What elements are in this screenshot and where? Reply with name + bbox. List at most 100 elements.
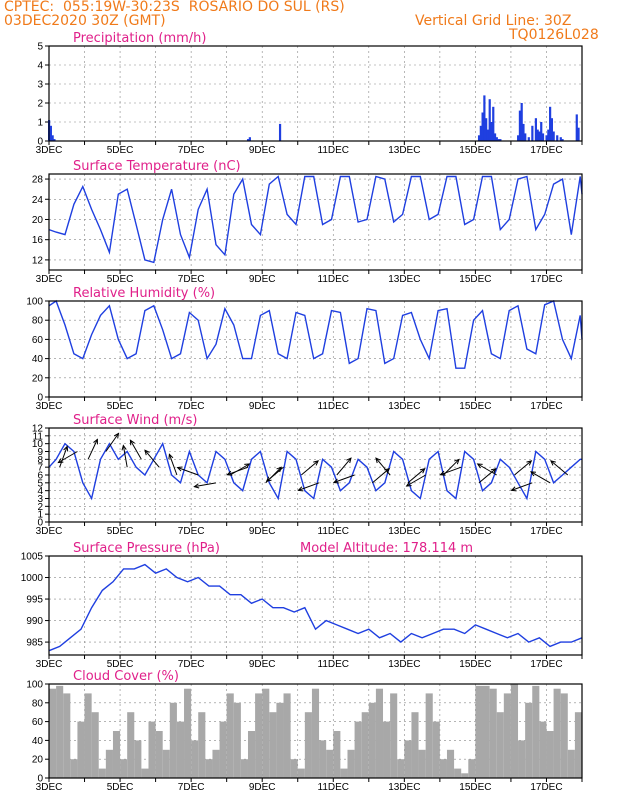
wind-line — [48, 441, 582, 501]
wind-arrow-head — [226, 470, 233, 476]
cloud-area-bar — [311, 688, 320, 778]
cloud-area-bar — [262, 688, 270, 778]
wind-arrow-head — [113, 432, 120, 439]
wind-arrow-head — [375, 457, 381, 464]
cloud-area-bar — [127, 712, 135, 778]
cloud-area-bar — [439, 759, 447, 778]
cloud-area-bar — [148, 721, 156, 778]
precip-ytick-label: 1 — [37, 118, 43, 129]
cloud-area-bar — [191, 740, 199, 778]
cloud-xtick-label: 5DEC — [107, 782, 134, 793]
rh-line — [48, 299, 583, 369]
precip-bar — [246, 139, 250, 141]
temp-ytick-label: 12 — [32, 255, 44, 266]
wind-xtick-label: 9DEC — [249, 526, 276, 537]
precip-bar — [552, 131, 555, 141]
pres-xtick-label: 5DEC — [107, 659, 134, 670]
temp-title: Surface Temperature (nC) — [73, 159, 241, 174]
precip-bar — [541, 133, 545, 141]
wind-frame — [48, 427, 583, 523]
pres-xtick-label: 9DEC — [249, 659, 276, 670]
precip-ytick-label: 0 — [37, 137, 43, 148]
cloud-area-bar — [205, 759, 213, 778]
wind-arrow — [194, 482, 217, 488]
wind-arrow-head — [476, 463, 483, 469]
cloud-area-bar — [198, 712, 206, 778]
precip-xtick-label: 5DEC — [107, 145, 134, 156]
precip-ytick-label: 2 — [37, 99, 43, 110]
cloud-area-bar — [162, 749, 170, 778]
wind-arrow-head — [63, 445, 69, 452]
precip-bar — [522, 123, 525, 141]
wind-xtick-label: 17DEC — [530, 526, 562, 537]
cloud-area-bar — [84, 693, 92, 778]
cloud-xtick-label: 17DEC — [530, 782, 562, 793]
precip-xtick-label: 9DEC — [249, 145, 276, 156]
cloud-area-bar — [411, 712, 419, 778]
precip-bar — [490, 122, 493, 141]
cloud-area-bar — [482, 685, 490, 778]
cloud-area-bar — [475, 685, 483, 778]
cloud-area-bar — [56, 685, 64, 778]
rh-ytick-label: 40 — [32, 354, 44, 365]
cloud-area-bar — [347, 749, 355, 778]
wind-xtick-label: 5DEC — [107, 526, 134, 537]
wind-ytick-label: 12 — [32, 424, 44, 435]
wind-arrow-head — [129, 439, 135, 446]
wind-arrow — [227, 466, 249, 476]
precip-bar — [534, 118, 538, 141]
temp-xtick-label: 17DEC — [530, 274, 562, 285]
wind-ytick-label: 2 — [37, 502, 43, 513]
wind-arrow — [144, 449, 160, 468]
wind-xtick-label: 15DEC — [459, 526, 491, 537]
cloud-area-bar — [397, 759, 405, 778]
cloud-area-bar — [290, 759, 298, 778]
header-date: 03DEC2020 30Z (GMT) — [4, 13, 166, 29]
cloud-area-bar — [546, 731, 554, 778]
cloud-area-bar — [361, 712, 369, 778]
wind-arrow — [59, 446, 68, 468]
cloud-area-bar — [446, 749, 455, 778]
wind-arrow-head — [529, 471, 536, 477]
temp-xtick-label: 15DEC — [459, 274, 491, 285]
rh-xtick-label: 3DEC — [36, 401, 63, 412]
precip-bar — [540, 122, 543, 141]
cloud-area-bar — [176, 721, 185, 778]
pres-ytick-label: 1005 — [21, 552, 44, 563]
cloud-xtick-label: 11DEC — [318, 782, 350, 793]
cloud-area-bar — [390, 693, 398, 778]
wind-arrow — [511, 482, 533, 491]
rh-xtick-label: 5DEC — [107, 401, 134, 412]
wind-arrow-head — [346, 457, 352, 464]
wind-ytick-label: 5 — [37, 478, 43, 489]
precip-panel: 0 1 2 3 4 5 3DEC 5DEC 7DEC 9DEC 11DEC 13DEC 15DEC 17D… — [36, 31, 583, 156]
cloud-ytick-label: 80 — [32, 698, 44, 709]
wind-arrow — [266, 466, 284, 482]
cloud-ytick-label: 20 — [32, 755, 44, 766]
cloud-area-bar — [418, 749, 426, 778]
pres-xtick-label: 11DEC — [318, 659, 350, 670]
header-grid-note: Vertical Grid Line: 30Z — [415, 13, 572, 29]
wind-arrow — [477, 463, 497, 476]
precip-xtick-label: 13DEC — [388, 145, 420, 156]
wind-arrow — [375, 457, 391, 476]
pres-ytick-label: 1000 — [21, 573, 44, 584]
wind-arrow-head — [313, 460, 320, 466]
wind-xtick-label: 13DEC — [388, 526, 420, 537]
precip-ytick-label: 3 — [37, 80, 43, 91]
cloud-area-bar — [233, 702, 241, 778]
precip-bar — [51, 135, 54, 141]
wind-xtick-label: 11DEC — [318, 526, 350, 537]
wind-arrow — [129, 440, 142, 460]
cloud-area-bar — [63, 693, 71, 778]
cloud-area-bar — [383, 721, 391, 778]
wind-xtick-label: 3DEC — [36, 526, 63, 537]
wind-ytick-label: 9 — [37, 447, 43, 458]
precip-bar — [495, 137, 498, 141]
cloud-area-bar — [255, 693, 263, 778]
wind-xtick-label: 7DEC — [178, 526, 205, 537]
wind-arrow-head — [550, 460, 556, 466]
temp-ytick-label: 28 — [32, 175, 44, 186]
cloud-area-bar — [354, 721, 362, 778]
